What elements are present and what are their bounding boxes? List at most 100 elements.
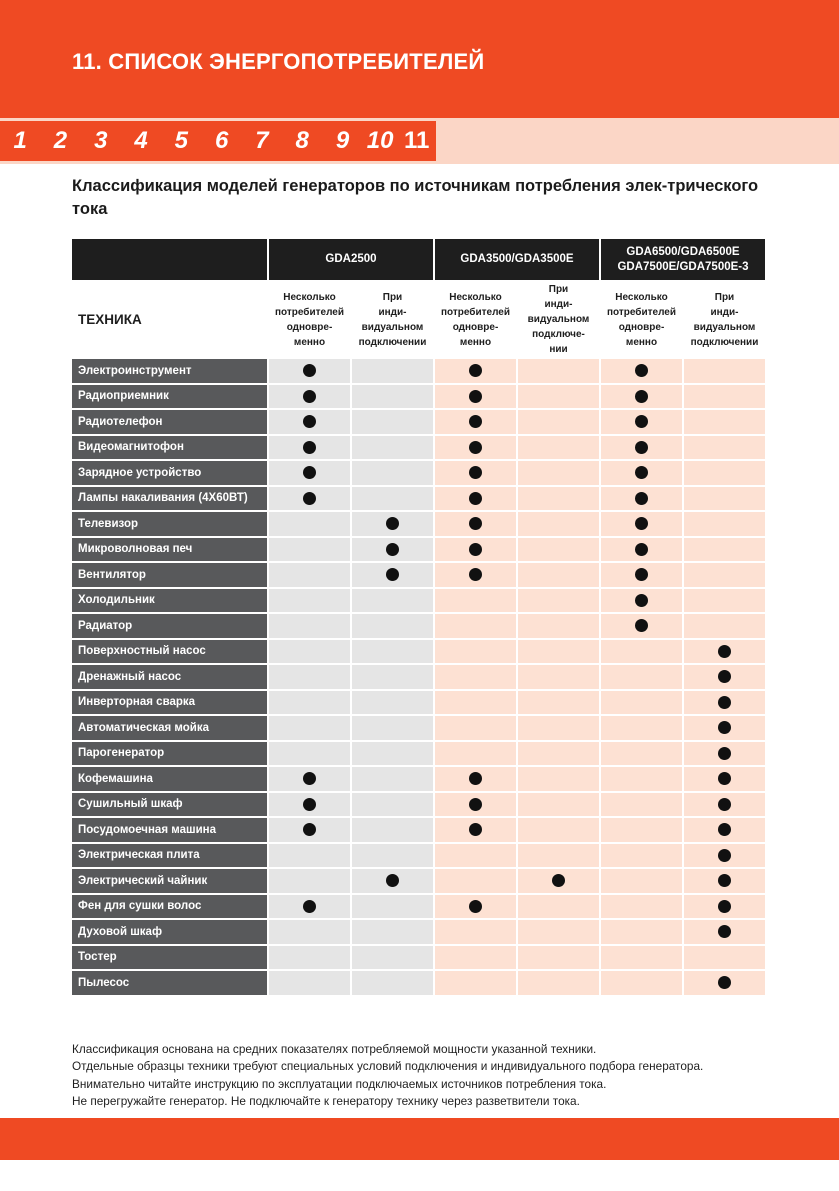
bullet-icon (386, 874, 399, 888)
sub-header: При инди-видуальном подключении (358, 291, 427, 348)
row-label: Тостер (72, 945, 267, 969)
nav-number-9[interactable]: 9 (335, 127, 350, 154)
nav-number-10[interactable]: 10 (366, 127, 394, 154)
model-header-gda6500-line1: GDA6500/GDA6500E (626, 245, 740, 258)
table-cell (684, 843, 765, 867)
bullet-icon (469, 542, 482, 556)
row-label: Инверторная сварка (72, 690, 267, 714)
table-cell (601, 843, 682, 867)
table-cell (435, 741, 516, 765)
table-cell (518, 792, 599, 816)
table-cell (684, 894, 765, 918)
table-row: Пылесос (72, 971, 765, 995)
bullet-icon (552, 874, 565, 888)
nav-number-2[interactable]: 2 (53, 127, 68, 154)
bullet-icon (718, 925, 731, 939)
table-cell (435, 359, 516, 383)
table-cell (435, 690, 516, 714)
table-cell (601, 920, 682, 944)
bullet-icon (303, 364, 316, 378)
table-cell (352, 563, 433, 587)
table-cell (518, 563, 599, 587)
bullet-icon (635, 415, 648, 429)
table-cell (518, 716, 599, 740)
table-cell (352, 971, 433, 995)
table-cell (601, 818, 682, 842)
table-cell (269, 461, 350, 485)
bullet-icon (469, 466, 482, 480)
table-row: Электроинструмент (72, 359, 765, 383)
bullet-icon (469, 517, 482, 531)
model-header-gda2500: GDA2500 (269, 239, 433, 280)
row-label: Духовой шкаф (72, 920, 267, 944)
nav-number-6[interactable]: 6 (214, 127, 229, 154)
table-cell (518, 945, 599, 969)
model-header-gda6500: GDA6500/GDA6500E GDA7500E/GDA7500E-3 (601, 239, 765, 280)
page-header: 11. СПИСОК ЭНЕРГОПОТРЕБИТЕЛЕЙ (0, 0, 839, 118)
bullet-icon (635, 568, 648, 582)
bullet-icon (303, 491, 316, 505)
row-label: Видеомагнитофон (72, 435, 267, 459)
bullet-icon (303, 823, 316, 837)
table-cell (435, 665, 516, 689)
table-cell (684, 512, 765, 536)
table-cell (435, 384, 516, 408)
table-cell (352, 614, 433, 638)
table-cell (352, 869, 433, 893)
nav-number-7[interactable]: 7 (255, 127, 269, 154)
table-row: Духовой шкаф (72, 920, 765, 944)
table-cell (352, 384, 433, 408)
footer-note: Отдельные образцы техники требуют специа… (72, 1059, 704, 1074)
table-cell (518, 588, 599, 612)
table-cell (684, 741, 765, 765)
table-cell (269, 512, 350, 536)
table-cell (269, 792, 350, 816)
footer-notes: Классификация основана на средних показа… (72, 1041, 812, 1110)
nav-number-5[interactable]: 5 (174, 127, 189, 154)
table-row: Посудомоечная машина (72, 818, 765, 842)
row-label: Фен для сушки волос (72, 894, 267, 918)
model-header-gda3500: GDA3500/GDA3500E (435, 239, 599, 280)
table-cell (601, 359, 682, 383)
row-label: Вентилятор (72, 563, 267, 587)
bullet-icon (718, 976, 731, 990)
row-label: Зарядное устройство (72, 461, 267, 485)
bullet-icon (469, 389, 482, 403)
bullet-icon (303, 440, 316, 454)
table-cell (435, 716, 516, 740)
table-cell (601, 971, 682, 995)
nav-number-11[interactable]: 11 (397, 121, 436, 161)
model-header-gda6500-line2: GDA7500E/GDA7500E-3 (617, 260, 749, 273)
table-cell (269, 359, 350, 383)
bullet-icon (303, 389, 316, 403)
bullet-icon (635, 491, 648, 505)
table-cell (684, 945, 765, 969)
table-cell (518, 920, 599, 944)
table-cell (269, 410, 350, 434)
table-cell (269, 537, 350, 561)
table-cell (269, 945, 350, 969)
table-row: Электрический чайник (72, 869, 765, 893)
table-cell (269, 384, 350, 408)
table-cell (601, 588, 682, 612)
nav-number-1[interactable]: 1 (13, 127, 27, 154)
nav-number-8[interactable]: 8 (295, 127, 309, 154)
table-cell (352, 716, 433, 740)
table-cell (352, 792, 433, 816)
row-label: Радиатор (72, 614, 267, 638)
section-nav: 1 2 3 4 5 6 7 8 9 10 11 (0, 121, 436, 161)
nav-number-4[interactable]: 4 (134, 127, 148, 154)
table-cell (435, 537, 516, 561)
nav-number-3[interactable]: 3 (94, 127, 108, 154)
table-cell (435, 614, 516, 638)
table-cell (518, 461, 599, 485)
bullet-icon (718, 721, 731, 735)
table-row: Фен для сушки волос (72, 894, 765, 918)
table-row: Кофемашина (72, 767, 765, 791)
table-cell (352, 410, 433, 434)
row-label: Сушильный шкаф (72, 792, 267, 816)
table-cell (601, 435, 682, 459)
table-cell (601, 741, 682, 765)
table-cell (518, 894, 599, 918)
row-label: Электрический чайник (72, 869, 267, 893)
